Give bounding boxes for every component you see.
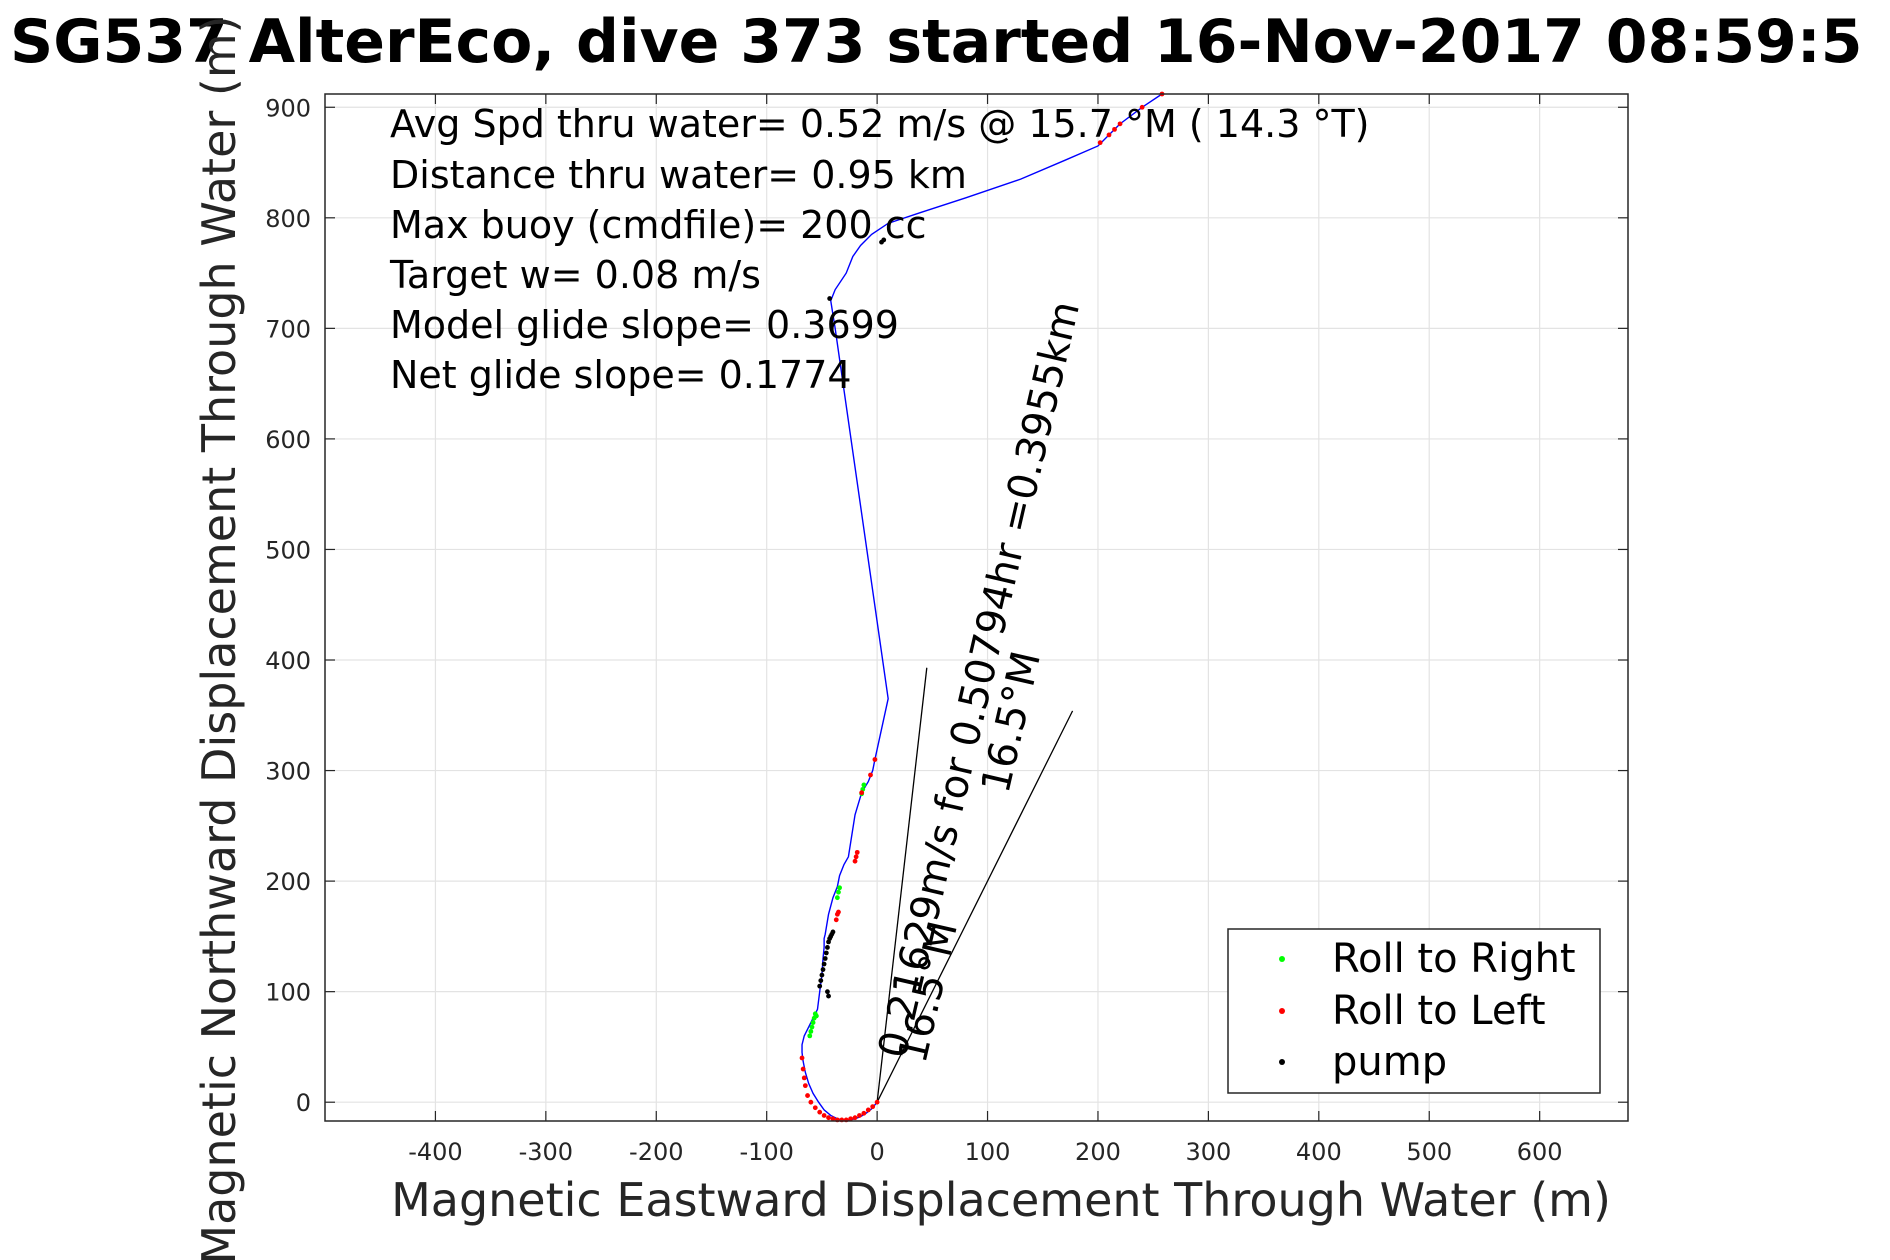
- point-pump: [822, 962, 827, 967]
- point-roll-to-right: [807, 1033, 812, 1038]
- x-tick-label: 200: [1075, 1138, 1121, 1166]
- point-roll-to-left: [805, 1093, 810, 1098]
- point-roll-to-left: [854, 854, 859, 859]
- stats-block: Avg Spd thru water= 0.52 m/s @ 15.7 °M (…: [389, 102, 1370, 397]
- y-tick-label: 400: [265, 647, 311, 675]
- y-tick-label: 900: [265, 94, 311, 122]
- legend-marker-roll-left: [1279, 1008, 1285, 1014]
- x-tick-label: 0: [869, 1138, 884, 1166]
- point-pump: [820, 973, 825, 978]
- point-roll-to-left: [834, 917, 839, 922]
- point-roll-to-left: [868, 773, 873, 778]
- y-tick-label: 0: [296, 1089, 311, 1117]
- point-roll-to-left: [870, 1104, 875, 1109]
- x-tick-label: -300: [519, 1138, 573, 1166]
- point-roll-to-right: [814, 1014, 819, 1019]
- y-tick-label: 800: [265, 205, 311, 233]
- y-axis-label: Magnetic Northward Displacement Through …: [192, 15, 246, 1260]
- y-tick-label: 300: [265, 758, 311, 786]
- stat-target-w: Target w= 0.08 m/s: [389, 253, 761, 297]
- stat-max-buoy: Max buoy (cmdfile)= 200 cc: [390, 203, 927, 247]
- y-tick-label: 200: [265, 868, 311, 896]
- point-roll-to-left: [853, 1115, 858, 1120]
- point-roll-to-right: [836, 890, 841, 895]
- point-roll-to-left: [836, 910, 841, 915]
- point-roll-to-right: [808, 1029, 813, 1034]
- point-pump: [825, 945, 830, 950]
- point-pump: [826, 994, 831, 999]
- x-tick-label: -400: [408, 1138, 462, 1166]
- point-roll-to-left: [813, 1105, 818, 1110]
- point-roll-to-left: [802, 1075, 807, 1080]
- legend-label-roll-right: Roll to Right: [1332, 936, 1576, 982]
- x-tick-label: 400: [1296, 1138, 1342, 1166]
- point-pump: [817, 984, 822, 989]
- point-pump: [831, 930, 836, 935]
- point-roll-to-left: [826, 1115, 831, 1120]
- point-roll-to-left: [801, 1067, 806, 1072]
- point-roll-to-right: [810, 1025, 815, 1030]
- point-roll-to-right: [835, 895, 840, 900]
- x-tick-label: 300: [1185, 1138, 1231, 1166]
- point-pump: [825, 989, 830, 994]
- y-tick-label: 600: [265, 426, 311, 454]
- point-pump: [824, 951, 829, 956]
- point-roll-to-right: [811, 1020, 816, 1025]
- legend-marker-pump: [1279, 1059, 1285, 1065]
- point-roll-to-left: [822, 1113, 827, 1118]
- x-axis-label: Magnetic Eastward Displacement Through W…: [391, 1173, 1611, 1227]
- point-roll-to-left: [800, 1056, 805, 1061]
- point-roll-to-left: [853, 859, 858, 864]
- stat-distance: Distance thru water= 0.95 km: [390, 153, 967, 197]
- legend-label-pump: pump: [1332, 1039, 1447, 1085]
- x-tick-label: -200: [629, 1138, 683, 1166]
- point-pump: [821, 967, 826, 972]
- legend: Roll to Right Roll to Left pump: [1228, 929, 1600, 1093]
- point-pump: [827, 296, 832, 301]
- stat-avg-speed: Avg Spd thru water= 0.52 m/s @ 15.7 °M (…: [390, 102, 1370, 146]
- point-pump: [823, 956, 828, 961]
- stat-model-glide-slope: Model glide slope= 0.3699: [390, 303, 899, 347]
- stat-net-glide-slope: Net glide slope= 0.1774: [390, 353, 852, 397]
- x-tick-label: 600: [1517, 1138, 1563, 1166]
- point-roll-to-left: [861, 1111, 866, 1116]
- point-roll-to-left: [866, 1108, 871, 1113]
- point-roll-to-left: [873, 757, 878, 762]
- y-tick-label: 100: [265, 979, 311, 1007]
- point-roll-to-left: [803, 1083, 808, 1088]
- y-tick-label: 700: [265, 315, 311, 343]
- point-roll-to-left: [859, 790, 864, 795]
- legend-label-roll-left: Roll to Left: [1332, 988, 1546, 1034]
- y-tick-label: 500: [265, 536, 311, 564]
- point-pump: [818, 978, 823, 983]
- point-roll-to-left: [808, 1100, 813, 1105]
- point-roll-to-left: [875, 1100, 880, 1105]
- point-roll-to-right: [861, 783, 866, 788]
- annotation-speed-distance: 0.21629m/s for 0.50794hr =0.3955km: [870, 297, 1089, 1062]
- x-tick-label: 100: [965, 1138, 1011, 1166]
- point-roll-to-right: [837, 885, 842, 890]
- legend-marker-roll-right: [1279, 956, 1285, 962]
- x-tick-label: 500: [1406, 1138, 1452, 1166]
- chart-title: SG537 AlterEco, dive 373 started 16-Nov-…: [10, 7, 1863, 77]
- point-roll-to-left: [855, 850, 860, 855]
- point-roll-to-left: [817, 1110, 822, 1115]
- x-tick-label: -100: [739, 1138, 793, 1166]
- point-roll-to-left: [857, 1113, 862, 1118]
